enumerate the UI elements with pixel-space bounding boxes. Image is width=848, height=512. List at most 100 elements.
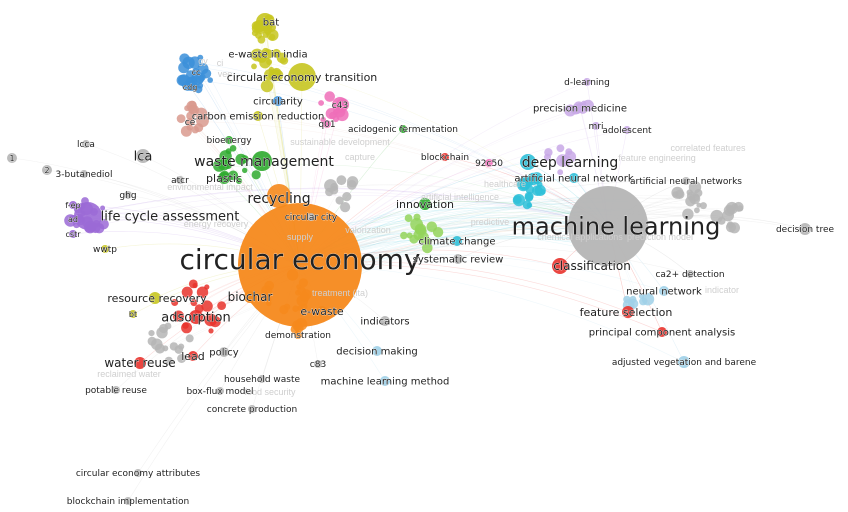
node-ce[interactable] bbox=[186, 118, 194, 126]
node-92c50[interactable] bbox=[485, 159, 493, 167]
node-atcr[interactable] bbox=[176, 176, 184, 184]
node-blockchain-implementation[interactable] bbox=[124, 497, 132, 505]
node-classification[interactable] bbox=[552, 258, 568, 274]
node-decision-making[interactable] bbox=[372, 346, 382, 356]
node-potable-reuse[interactable] bbox=[112, 386, 120, 394]
node-c43[interactable] bbox=[332, 97, 348, 113]
network-edge bbox=[81, 192, 609, 227]
node-2[interactable] bbox=[42, 165, 52, 175]
cluster-bubble bbox=[191, 75, 198, 82]
node-machine-learning-method[interactable] bbox=[380, 376, 390, 386]
node-water-reuse[interactable] bbox=[134, 357, 146, 369]
faded-label: energy recovery bbox=[184, 219, 249, 229]
node-neural-network[interactable] bbox=[659, 286, 669, 296]
node-lead[interactable] bbox=[188, 351, 198, 361]
node-waste-management[interactable] bbox=[252, 151, 272, 171]
node-cdg[interactable] bbox=[186, 83, 194, 91]
node-wwtp[interactable] bbox=[101, 245, 109, 253]
node-label: artificial neural networks bbox=[630, 177, 742, 187]
cluster-bubble bbox=[526, 202, 533, 208]
node-decision-tree[interactable] bbox=[799, 223, 811, 235]
node-circular-economy-transition[interactable] bbox=[288, 63, 316, 91]
node-innovation[interactable] bbox=[419, 198, 431, 210]
cluster-bubble bbox=[188, 56, 202, 69]
network-edge bbox=[79, 188, 609, 227]
node-circular-economy[interactable] bbox=[238, 203, 362, 327]
node-machine-learning[interactable] bbox=[568, 186, 648, 266]
node-label: circular economy attributes bbox=[76, 469, 201, 479]
node-precision-medicine[interactable] bbox=[575, 103, 585, 113]
node-lca[interactable] bbox=[136, 149, 150, 163]
node-life-cycle-assessment[interactable] bbox=[74, 202, 102, 230]
node-feature-selection[interactable] bbox=[622, 306, 634, 318]
node-ca2-detection[interactable] bbox=[686, 270, 694, 278]
node-label: circular economy transition bbox=[227, 71, 378, 84]
node-bat[interactable] bbox=[256, 13, 274, 31]
cluster-bubble bbox=[532, 185, 543, 196]
node-label: lcca bbox=[77, 140, 95, 150]
node-blockchain[interactable] bbox=[441, 153, 449, 161]
node-label: circular economy bbox=[179, 243, 420, 276]
node-bioenergy[interactable] bbox=[225, 136, 233, 144]
node-label: 2 bbox=[44, 166, 49, 175]
node-label: innovation bbox=[396, 198, 454, 211]
node-plastic[interactable] bbox=[218, 172, 230, 184]
node-e-waste-in-india[interactable] bbox=[263, 49, 273, 59]
node-household-waste[interactable] bbox=[258, 375, 266, 383]
node-q01[interactable] bbox=[323, 120, 331, 128]
faded-label: correlated features bbox=[670, 143, 746, 153]
node-deep-learning[interactable] bbox=[520, 154, 536, 170]
node-1[interactable] bbox=[7, 153, 17, 163]
faded-label: indicator bbox=[705, 285, 739, 295]
node-adsorption[interactable] bbox=[189, 310, 203, 324]
node-bt[interactable] bbox=[129, 310, 137, 318]
node-ad[interactable] bbox=[69, 215, 77, 223]
node-lcca[interactable] bbox=[82, 140, 90, 148]
node-cstr[interactable] bbox=[69, 230, 77, 238]
node-label: adjusted vegetation and barene bbox=[612, 358, 757, 368]
node-resource-recovery[interactable] bbox=[149, 292, 161, 304]
node-label: d-learning bbox=[564, 78, 610, 88]
node-label: demonstration bbox=[265, 331, 331, 341]
node-circular-economy-attributes[interactable] bbox=[134, 469, 142, 477]
node-cc[interactable] bbox=[192, 68, 200, 76]
cluster-bubble bbox=[191, 126, 199, 134]
node-principal-component-analysis[interactable] bbox=[657, 327, 667, 337]
node-adjusted-vegetation-and-barene[interactable] bbox=[678, 356, 690, 368]
node-label: box-flux model bbox=[186, 387, 253, 397]
node-mri[interactable] bbox=[592, 122, 600, 130]
node-concrete-production[interactable] bbox=[248, 405, 256, 413]
cluster-bubble bbox=[422, 242, 433, 254]
node-carbon-emission-reduction[interactable] bbox=[253, 111, 263, 121]
node-box-flux-model[interactable] bbox=[216, 387, 224, 395]
node-adolescent[interactable] bbox=[623, 126, 631, 134]
node-e-waste[interactable] bbox=[317, 306, 327, 316]
node-c83[interactable] bbox=[314, 360, 322, 368]
node-label: biochar bbox=[228, 290, 273, 304]
node-indicators[interactable] bbox=[380, 316, 390, 326]
network-edge bbox=[186, 121, 609, 227]
network-edge bbox=[189, 114, 609, 227]
node-policy[interactable] bbox=[219, 347, 229, 357]
node-climate-change[interactable] bbox=[452, 236, 462, 246]
node-d-learning[interactable] bbox=[583, 78, 591, 86]
node-label: systematic review bbox=[413, 255, 504, 266]
node-f-ep[interactable] bbox=[69, 201, 77, 209]
node-recycling[interactable] bbox=[267, 184, 291, 208]
node-ghg[interactable] bbox=[124, 191, 132, 199]
node-label: ad bbox=[68, 215, 78, 224]
node-label: household waste bbox=[224, 375, 301, 385]
node-artificial-neural-networks[interactable] bbox=[682, 177, 690, 185]
node-artificial-neural-network[interactable] bbox=[569, 173, 579, 183]
node-3-butanediol[interactable] bbox=[80, 170, 88, 178]
node-demonstration[interactable] bbox=[294, 331, 302, 339]
node-acidogenic-fermentation[interactable] bbox=[399, 125, 407, 133]
cluster-bubble bbox=[148, 330, 155, 337]
node-circular-city[interactable] bbox=[307, 213, 315, 221]
node-systematic-review[interactable] bbox=[453, 254, 463, 264]
cluster-bubble bbox=[185, 334, 194, 343]
node-biochar[interactable] bbox=[244, 291, 256, 303]
node-circularity[interactable] bbox=[273, 96, 283, 106]
cluster-bubble bbox=[159, 323, 169, 334]
cluster-bubble bbox=[154, 343, 165, 354]
